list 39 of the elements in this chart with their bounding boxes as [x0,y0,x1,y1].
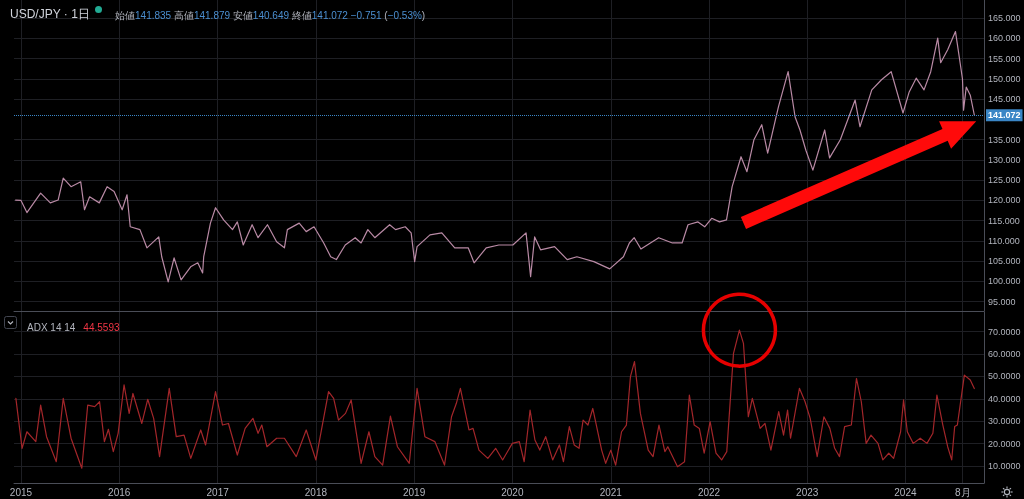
x-tick-label: 2019 [402,486,426,498]
x-tick-label: 2020 [501,486,524,498]
text: USD/JPY · 1日 [10,7,90,21]
line-series [15,30,975,283]
y-tick-label: 30.0000 [988,416,1021,427]
x-tick-label: 8月 [954,486,971,498]
y-tick-label: 160.000 [988,33,1021,44]
x-tick-label: 2016 [108,486,131,498]
text: 44.5593 [83,321,120,333]
x-tick-label: 2022 [697,486,721,498]
y-tick-label: 40.0000 [988,393,1021,404]
y-tick-label: 110.000 [988,235,1020,246]
x-tick-label: 2018 [304,486,328,498]
y-tick-label: 70.0000 [988,326,1021,337]
x-tick-label: 2015 [9,486,33,498]
y-tick-label: 50.0000 [988,371,1021,382]
line-series [15,329,975,469]
y-tick-label: 130.000 [988,154,1021,165]
x-tick-label: 2023 [796,486,819,498]
ref-line-label: 141.072 [988,110,1021,121]
x-tick-label: 2021 [599,486,623,498]
y-tick-label: 125.000 [988,175,1021,186]
y-tick-label: 135.000 [988,134,1021,145]
y-tick-label: 100.000 [988,276,1021,287]
y-tick-label: 105.000 [988,256,1021,267]
y-tick-label: 115.000 [988,215,1020,226]
y-tick-label: 20.0000 [988,438,1021,449]
y-tick-label: 60.0000 [988,349,1021,360]
x-tick-label: 2024 [894,486,917,498]
y-tick-label: 95.000 [988,296,1016,307]
y-tick-label: 165.000 [988,13,1021,24]
y-tick-label: 10.0000 [988,460,1021,471]
text: 始値141.835 高値141.879 安値140.649 終値141.072 −0.751 (−0.53%) [115,9,426,21]
y-tick-label: 145.000 [988,94,1021,105]
text: ADX 14 14 [27,321,76,333]
y-tick-label: 120.000 [988,195,1021,206]
y-tick-label: 150.000 [988,73,1021,84]
y-tick-label: 155.000 [988,53,1021,64]
x-tick-label: 2017 [206,486,230,498]
